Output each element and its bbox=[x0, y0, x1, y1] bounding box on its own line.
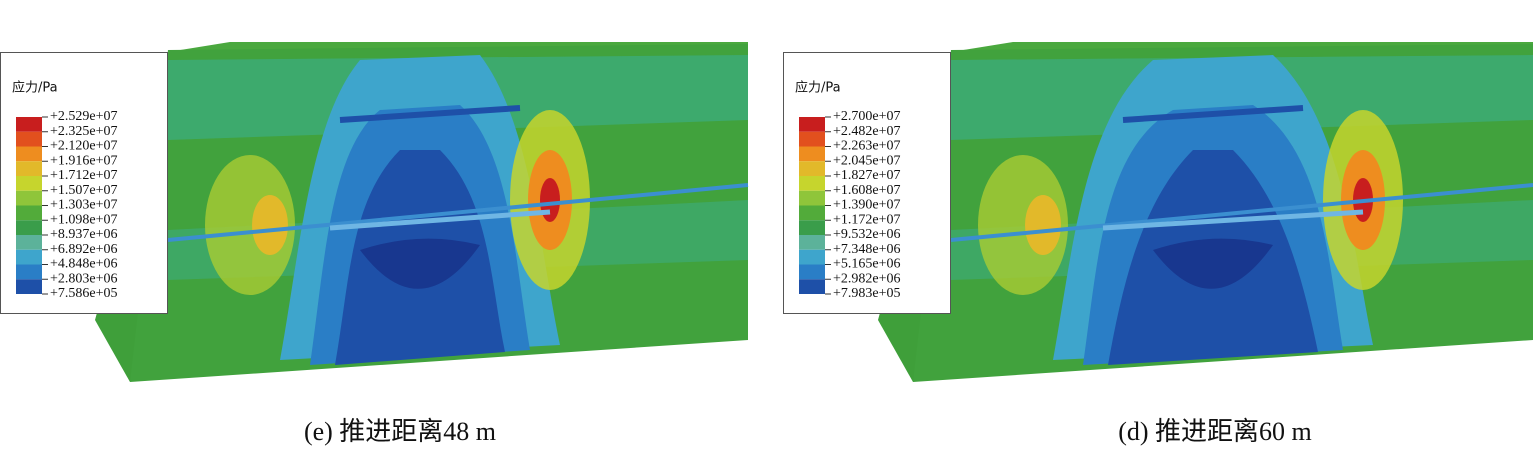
legend-title: 应力/Pa bbox=[795, 80, 841, 96]
legend-swatch bbox=[799, 220, 825, 235]
legend-label: +1.827e+07 bbox=[833, 168, 901, 183]
legend-label: +2.482e+07 bbox=[833, 124, 901, 139]
legend-swatch bbox=[799, 264, 825, 280]
legend-swatch bbox=[16, 235, 42, 250]
legend-swatch bbox=[16, 205, 42, 221]
legend-swatch bbox=[16, 161, 42, 176]
legend-swatch bbox=[16, 117, 42, 132]
legend-label: +1.712e+07 bbox=[50, 168, 118, 183]
legend-swatch bbox=[799, 161, 825, 176]
contour bbox=[1025, 195, 1061, 255]
seam bbox=[1122, 105, 1304, 123]
contour bbox=[205, 155, 295, 295]
legend-label: +1.916e+07 bbox=[50, 153, 118, 168]
contour bbox=[252, 195, 288, 255]
legend-swatch bbox=[799, 279, 825, 294]
legend-label: +1.098e+07 bbox=[50, 212, 118, 227]
caption: (d) 推进距离60 m bbox=[1118, 417, 1312, 446]
seam bbox=[167, 183, 749, 242]
legend-swatch bbox=[799, 249, 825, 265]
panel: 应力/Pa +2.700e+07+2.482e+07+2.263e+07+2.04… bbox=[783, 42, 1533, 446]
seam bbox=[339, 105, 521, 123]
legend-label: +2.529e+07 bbox=[50, 109, 118, 124]
legend-swatch bbox=[16, 146, 42, 162]
legend-swatch bbox=[16, 131, 42, 147]
legend-swatch bbox=[16, 249, 42, 265]
legend-swatch bbox=[799, 131, 825, 147]
legend-swatch bbox=[799, 235, 825, 250]
seam bbox=[1102, 209, 1364, 231]
legend-swatch bbox=[16, 220, 42, 235]
legend-swatch bbox=[16, 176, 42, 191]
legend-label: +9.532e+06 bbox=[833, 227, 901, 242]
legend-label: +5.165e+06 bbox=[833, 257, 901, 272]
legend-swatch bbox=[16, 190, 42, 206]
legend-swatch bbox=[16, 279, 42, 294]
contour bbox=[1153, 238, 1273, 289]
legend-label: +8.937e+06 bbox=[50, 227, 118, 242]
legend-label: +7.586e+05 bbox=[50, 286, 118, 301]
legend-label: +6.892e+06 bbox=[50, 242, 118, 257]
legend-label: +1.303e+07 bbox=[50, 198, 118, 213]
seam bbox=[950, 183, 1533, 242]
legend-label: +2.803e+06 bbox=[50, 271, 118, 286]
legend-swatch bbox=[799, 117, 825, 132]
contour bbox=[978, 155, 1068, 295]
panel: 应力/Pa +2.529e+07+2.325e+07+2.120e+07+1.91… bbox=[0, 42, 749, 446]
legend-label: +2.263e+07 bbox=[833, 139, 901, 154]
legend-swatch bbox=[799, 146, 825, 162]
legend-label: +1.507e+07 bbox=[50, 183, 118, 198]
legend-label: +1.608e+07 bbox=[833, 183, 901, 198]
legend-label: +2.700e+07 bbox=[833, 109, 901, 124]
contour bbox=[360, 238, 480, 289]
legend-label: +1.390e+07 bbox=[833, 198, 901, 213]
legend-label: +2.120e+07 bbox=[50, 139, 118, 154]
legend-swatch bbox=[799, 205, 825, 221]
seam bbox=[329, 209, 551, 231]
legend-label: +1.172e+07 bbox=[833, 212, 901, 227]
legend-label: +4.848e+06 bbox=[50, 257, 118, 272]
legend-label: +2.045e+07 bbox=[833, 153, 901, 168]
legend-label: +2.982e+06 bbox=[833, 271, 901, 286]
legend-swatch bbox=[799, 176, 825, 191]
legend-title: 应力/Pa bbox=[12, 80, 58, 96]
legend-label: +2.325e+07 bbox=[50, 124, 118, 139]
contour bbox=[540, 178, 560, 222]
legend-label: +7.348e+06 bbox=[833, 242, 901, 257]
caption: (e) 推进距离48 m bbox=[304, 417, 496, 446]
legend-label: +7.983e+05 bbox=[833, 286, 901, 301]
legend-swatch bbox=[16, 264, 42, 280]
legend-swatch bbox=[799, 190, 825, 206]
